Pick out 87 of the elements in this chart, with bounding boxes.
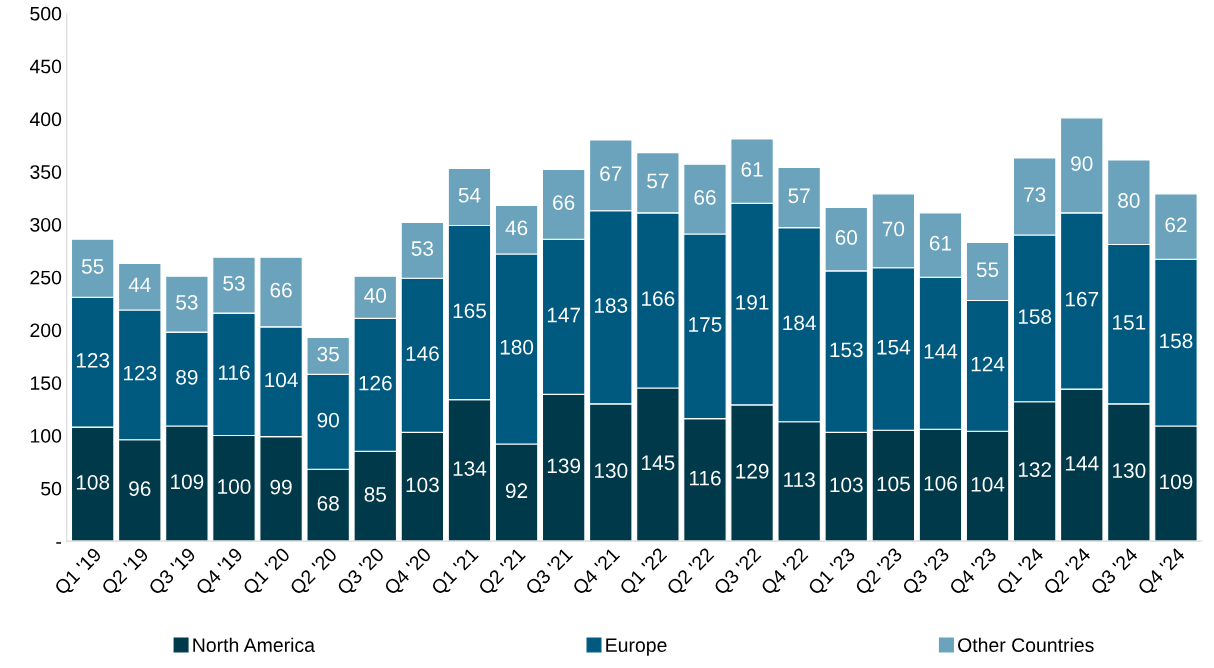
data-label: 109 (171, 474, 204, 490)
data-label: 90 (317, 412, 339, 428)
data-label: 46 (505, 220, 528, 236)
data-label: 80 (1118, 193, 1140, 208)
data-label: 153 (830, 342, 863, 358)
data-label: 154 (877, 340, 911, 355)
data-label: 180 (500, 339, 534, 355)
y-tick-label: 500 (30, 6, 62, 21)
y-tick-label: 50 (41, 481, 62, 496)
data-label: 116 (689, 470, 721, 486)
data-label: 66 (270, 282, 292, 298)
y-tick-label: 150 (30, 376, 62, 390)
data-label: 54 (458, 188, 481, 203)
data-label: 103 (406, 477, 439, 493)
data-label: 44 (128, 277, 151, 293)
data-label: 66 (694, 189, 716, 205)
data-label: 61 (741, 161, 763, 177)
data-label: 55 (81, 259, 104, 274)
y-tick-label: 200 (30, 323, 62, 338)
y-tick-label: 450 (29, 59, 62, 74)
data-label: 53 (411, 241, 434, 256)
data-label: 184 (783, 315, 816, 331)
data-label: 129 (736, 463, 769, 479)
data-label: 158 (1160, 333, 1193, 349)
data-label: 108 (76, 474, 110, 490)
data-label: 132 (1018, 462, 1051, 478)
data-label: 53 (223, 275, 245, 291)
data-label: 85 (364, 487, 386, 502)
data-label: 139 (547, 458, 581, 474)
legend-label: Europe (606, 638, 667, 656)
data-label: 113 (784, 472, 815, 488)
data-label: 147 (547, 307, 580, 323)
data-label: 165 (453, 303, 486, 319)
data-label: 103 (830, 477, 863, 493)
data-label: 57 (788, 188, 810, 204)
data-label: 92 (505, 483, 528, 499)
data-label: 151 (1113, 315, 1146, 330)
data-label: 183 (594, 298, 628, 313)
y-tick-label: 100 (30, 429, 62, 443)
data-label: 123 (76, 353, 110, 368)
data-label: 175 (689, 317, 722, 332)
data-label: 55 (976, 262, 999, 278)
data-label: 67 (600, 166, 622, 181)
data-label: 167 (1065, 291, 1099, 307)
data-label: 126 (359, 375, 392, 391)
data-label: 144 (1065, 456, 1099, 471)
data-label: 104 (265, 372, 298, 388)
data-label: 89 (176, 369, 198, 385)
data-label: 134 (453, 461, 487, 476)
data-label: 106 (924, 475, 957, 491)
data-label: 61 (929, 235, 952, 251)
data-label: 62 (1165, 217, 1187, 233)
data-label: 166 (642, 291, 675, 307)
data-label: 145 (642, 455, 675, 471)
data-label: 68 (317, 496, 339, 511)
y-tick-label: - (56, 542, 62, 544)
y-tick-label: 250 (30, 270, 62, 285)
data-label: 130 (1113, 463, 1146, 479)
data-label: 66 (553, 195, 575, 210)
data-label: 40 (364, 288, 387, 303)
y-tick-label: 400 (29, 112, 62, 127)
data-label: 53 (176, 294, 198, 310)
data-label: 124 (971, 356, 1005, 372)
data-label: 116 (218, 365, 250, 380)
data-label: 158 (1018, 309, 1052, 324)
data-label: 105 (877, 476, 910, 492)
data-label: 130 (594, 463, 628, 479)
data-label: 35 (317, 346, 339, 362)
data-label: 191 (736, 294, 769, 310)
x-tick-label: Q4 '24 (1136, 546, 1189, 598)
data-label: 57 (647, 173, 669, 189)
data-label: 70 (882, 221, 905, 237)
data-label: 109 (1160, 474, 1193, 490)
legend-label: Other Countries (958, 637, 1094, 653)
data-label: 99 (270, 479, 292, 495)
data-label: 73 (1024, 187, 1046, 203)
data-label: 96 (129, 481, 151, 497)
data-label: 100 (218, 479, 251, 494)
data-label: 123 (123, 365, 157, 381)
y-tick-label: 350 (30, 165, 62, 179)
legend-label: North America (193, 637, 315, 653)
data-label: 90 (1071, 156, 1093, 171)
data-label: 60 (835, 230, 858, 245)
y-tick-label: 300 (30, 217, 62, 232)
data-label: 104 (971, 477, 1005, 492)
data-label: 146 (406, 346, 439, 361)
data-label: 144 (924, 344, 958, 359)
